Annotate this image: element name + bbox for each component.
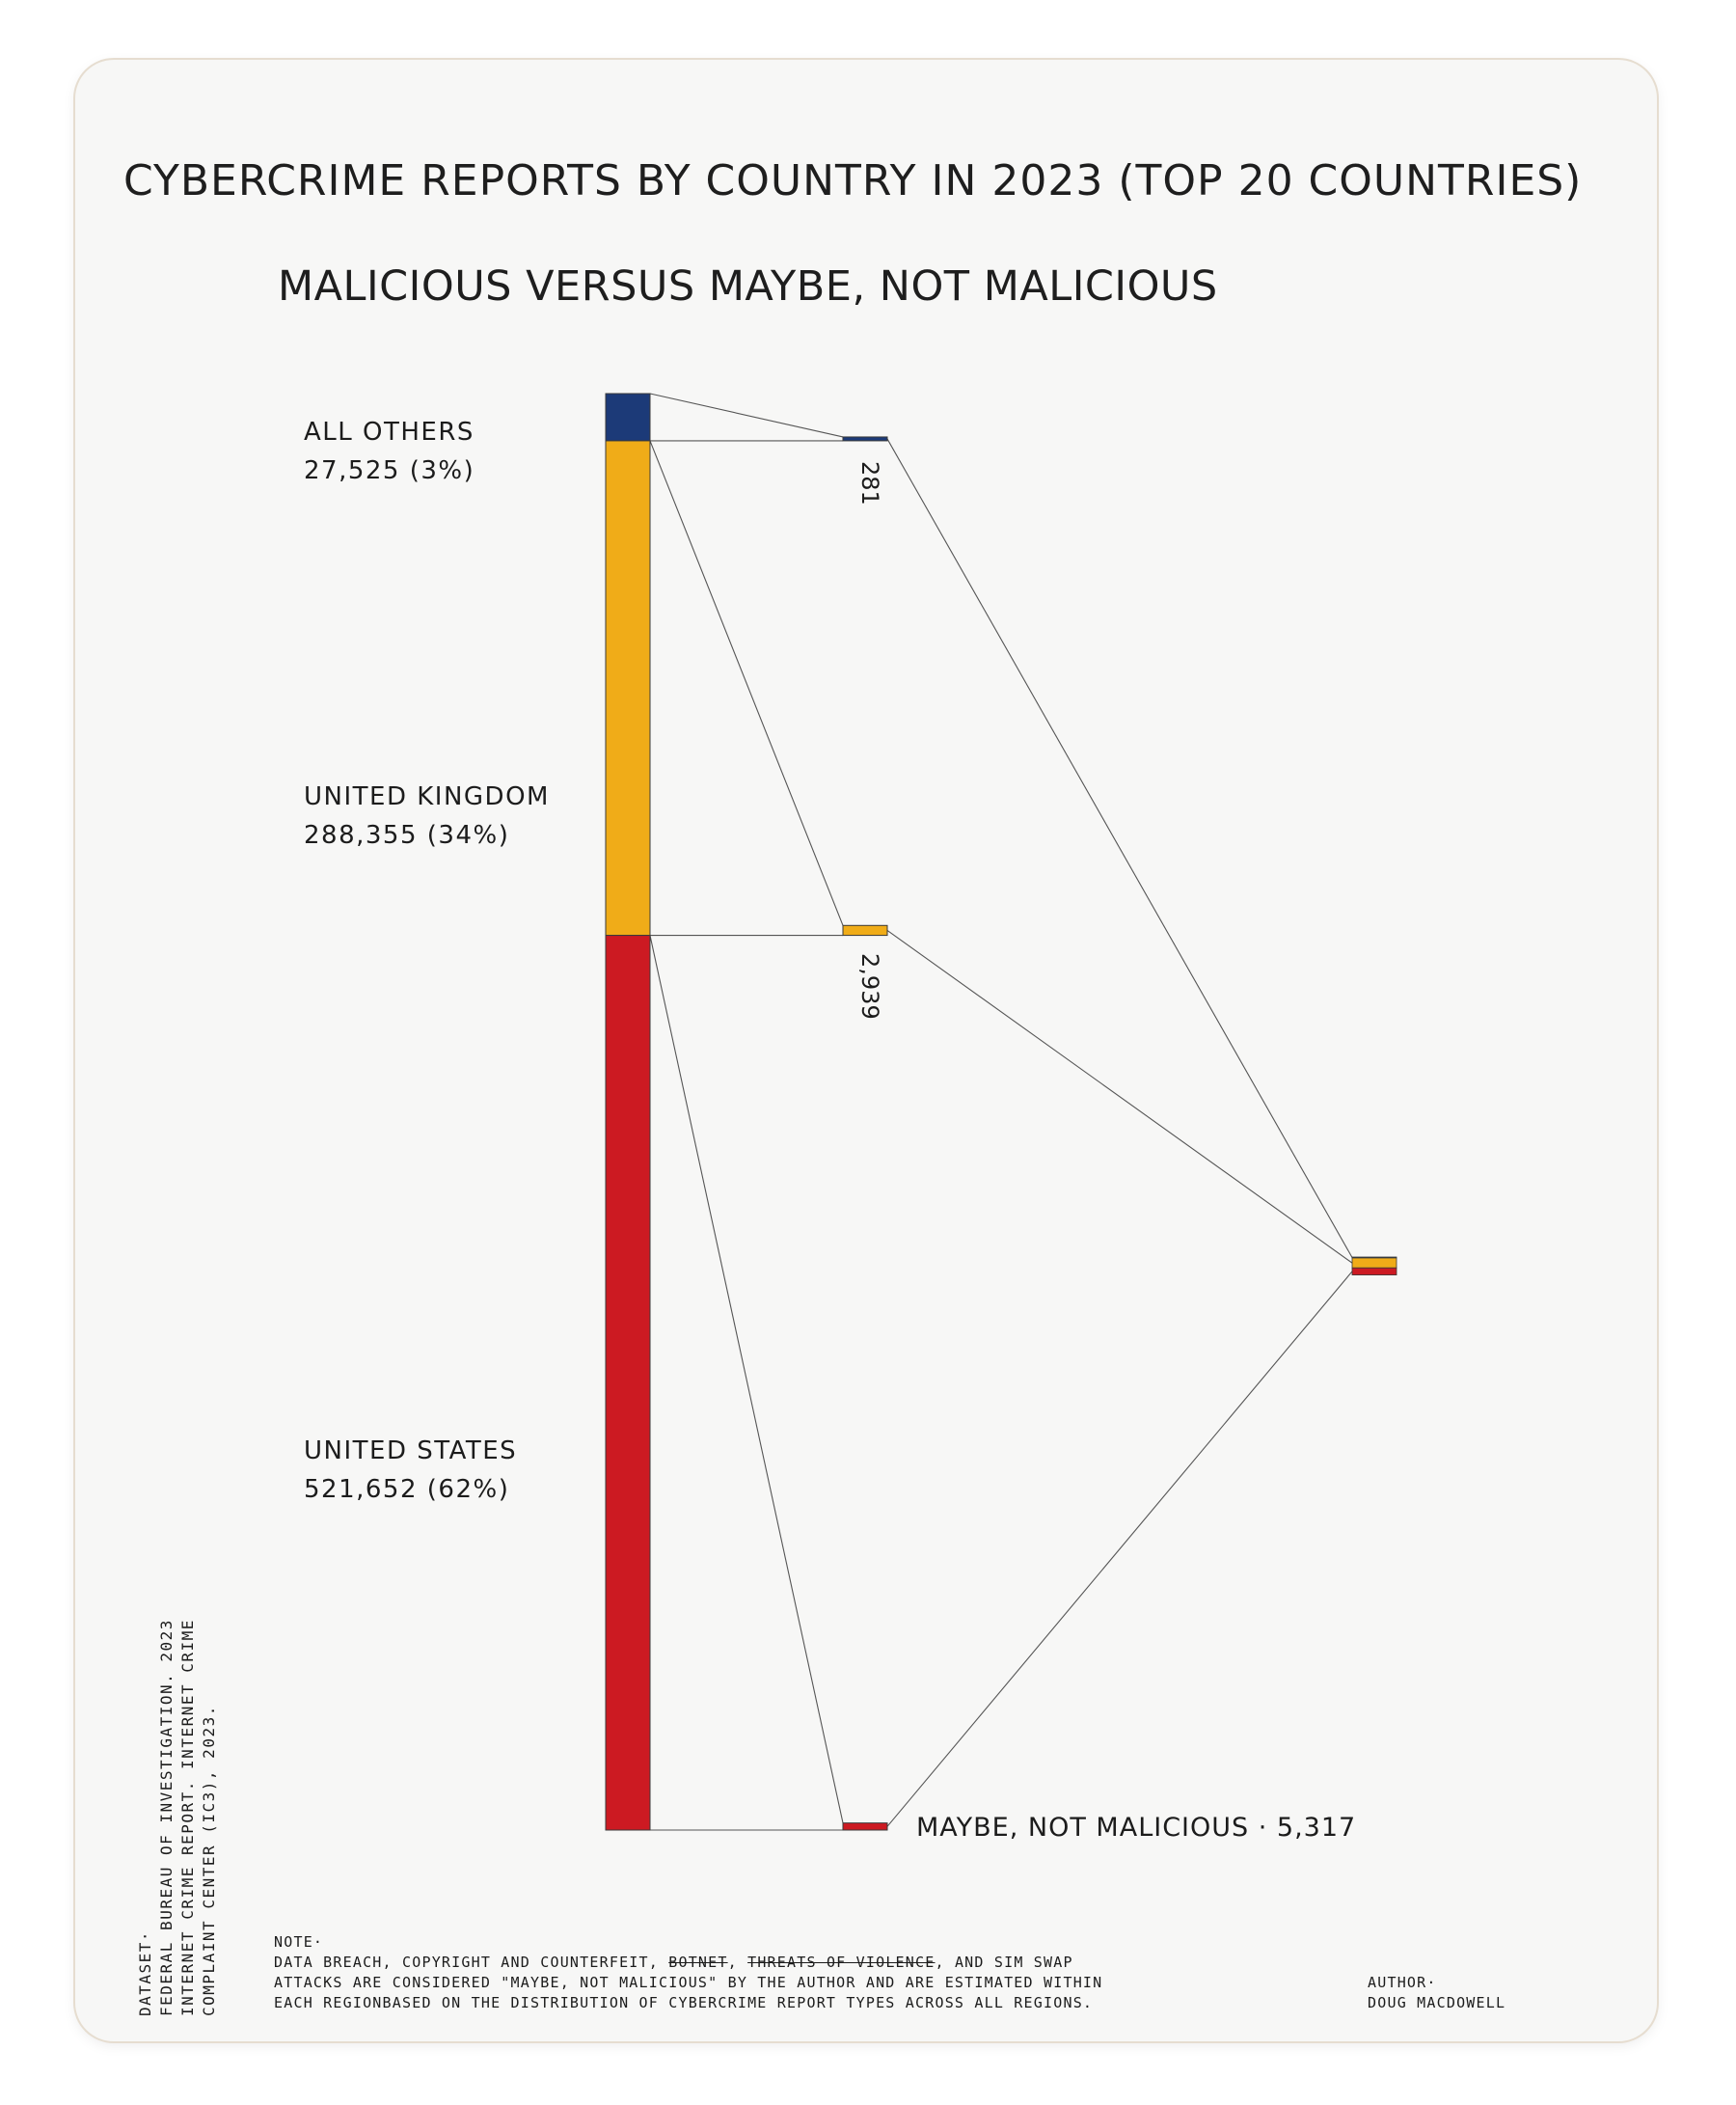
note-strikethrough: BOTNET: [668, 1954, 728, 1971]
bars: [605, 393, 1397, 1831]
connector-line: [886, 929, 1353, 1264]
chart-board: [75, 60, 1657, 2041]
label-all-others: ALL OTHERS 27,525 (3%): [304, 413, 475, 490]
author-name: DOUG MACDOWELL: [1368, 1994, 1506, 2011]
note-line: DATA BREACH, COPYRIGHT AND COUNTERFEIT, …: [274, 1953, 1102, 1973]
note-text: DATA BREACH, COPYRIGHT AND COUNTERFEIT,: [274, 1954, 669, 1971]
bar-united-states: [605, 935, 651, 1831]
combined-block-united-states: [1351, 1267, 1397, 1276]
note-strikethrough: THREATS OF VIOLENCE: [747, 1954, 936, 1971]
mnm-block-united-states: [842, 1822, 888, 1831]
connector-line: [886, 1271, 1353, 1827]
country-stat: 521,652 (62%): [304, 1475, 510, 1504]
note-block: NOTE· DATA BREACH, COPYRIGHT AND COUNTER…: [274, 1932, 1102, 2013]
chart-subtitle: MALICIOUS VERSUS MAYBE, NOT MALICIOUS: [278, 262, 1218, 311]
dataset-line: COMPLAINT CENTER (IC3), 2023.: [200, 1705, 218, 2016]
country-name: UNITED KINGDOM: [304, 782, 550, 811]
combined-block-united-kingdom: [1351, 1257, 1397, 1269]
country-name: ALL OTHERS: [304, 418, 475, 447]
mnm-block-all-others: [842, 436, 888, 442]
chart-title: CYBERCRIME REPORTS BY COUNTRY IN 2023 (T…: [123, 156, 1583, 205]
dataset-heading: DATASET·: [136, 1929, 154, 2016]
note-text: , AND SIM SWAP: [935, 1954, 1073, 1971]
dataset-citation: DATASET· FEDERAL BUREAU OF INVESTIGATION…: [135, 1619, 220, 2016]
author-heading: AUTHOR·: [1368, 1974, 1437, 1991]
connector-line: [649, 935, 844, 1823]
author-block: AUTHOR· DOUG MACDOWELL: [1368, 1973, 1505, 2013]
connector-lines: [649, 393, 1353, 1831]
note-line: EACH REGIONBASED ON THE DISTRIBUTION OF …: [274, 1994, 1094, 2011]
dataset-line: INTERNET CRIME REPORT. INTERNET CRIME: [178, 1619, 197, 2016]
dataset-line: FEDERAL BUREAU OF INVESTIGATION. 2023: [157, 1619, 176, 2016]
note-line: ATTACKS ARE CONSIDERED "MAYBE, NOT MALIC…: [274, 1974, 1103, 1991]
note-text: ,: [727, 1954, 748, 1971]
country-stat: 27,525 (3%): [304, 456, 475, 485]
mnm-block-united-kingdom: [842, 924, 888, 937]
total-label: MAYBE, NOT MALICIOUS · 5,317: [916, 1813, 1356, 1843]
connector-line: [886, 438, 1353, 1258]
note-heading: NOTE·: [274, 1933, 324, 1951]
bar-united-kingdom: [605, 440, 651, 937]
label-united-states: UNITED STATES 521,652 (62%): [304, 1432, 517, 1509]
connector-line: [649, 393, 844, 438]
country-name: UNITED STATES: [304, 1436, 518, 1465]
bar-all-others: [605, 393, 651, 442]
value-label-all-others: 281: [856, 461, 883, 506]
connector-line: [649, 440, 844, 926]
value-label-united-kingdom: 2,939: [856, 953, 883, 1020]
label-united-kingdom: UNITED KINGDOM 288,355 (34%): [304, 778, 550, 855]
country-stat: 288,355 (34%): [304, 821, 510, 850]
